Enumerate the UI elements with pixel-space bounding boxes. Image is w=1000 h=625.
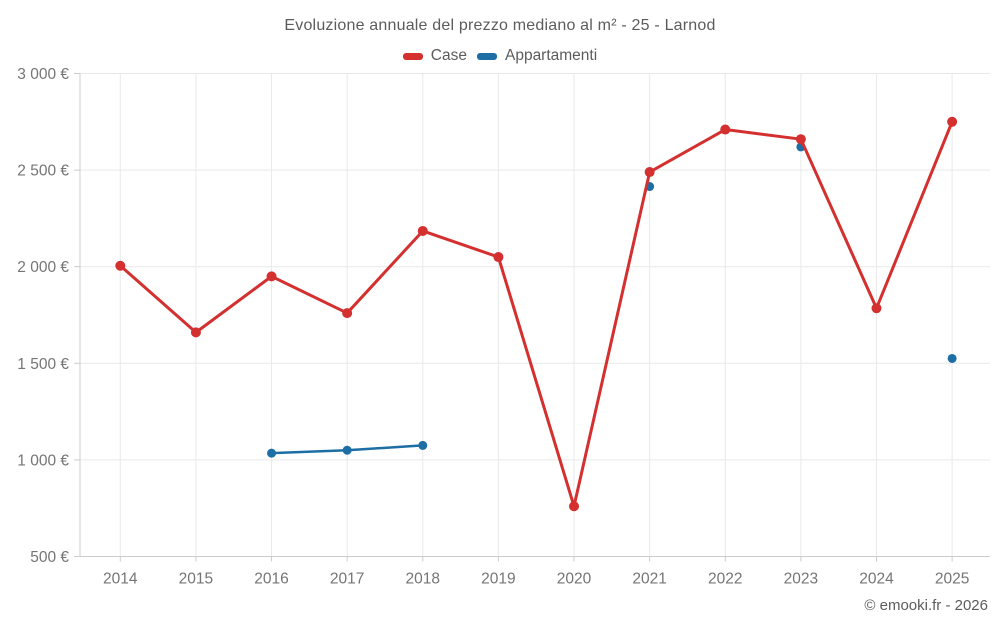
data-point-case-2024[interactable] xyxy=(871,303,882,314)
series-line-case xyxy=(118,120,954,508)
legend-item-case[interactable]: Case xyxy=(402,47,467,65)
x-tick-label: 2017 xyxy=(330,571,364,588)
legend-label-case: Case xyxy=(430,47,467,64)
legend-swatch-case xyxy=(402,52,423,60)
data-point-case-2022[interactable] xyxy=(720,124,731,135)
data-point-case-2023[interactable] xyxy=(795,134,806,145)
data-point-case-2017[interactable] xyxy=(342,308,353,319)
x-tick-label: 2024 xyxy=(859,571,894,588)
x-tick-label: 2016 xyxy=(254,571,288,588)
data-point-case-2021[interactable] xyxy=(644,167,655,178)
copyright-text: © emooki.fr - 2026 xyxy=(864,597,988,614)
y-tick-label: 1 000 € xyxy=(17,452,69,469)
x-tick-label: 2025 xyxy=(935,571,969,588)
data-point-case-2019[interactable] xyxy=(493,252,504,263)
chart-legend: Case Appartamenti xyxy=(0,47,1000,65)
y-tick-label: 500 € xyxy=(30,549,69,566)
legend-item-appartamenti[interactable]: Appartamenti xyxy=(476,47,598,65)
data-point-case-2020[interactable] xyxy=(569,501,580,512)
x-tick-label: 2022 xyxy=(708,571,742,588)
y-tick-label: 3 000 € xyxy=(17,66,69,83)
x-tick-label: 2020 xyxy=(557,571,592,588)
x-tick-label: 2023 xyxy=(784,571,818,588)
data-point-case-2014[interactable] xyxy=(115,260,126,271)
x-tick-label: 2015 xyxy=(179,571,213,588)
data-point-case-2016[interactable] xyxy=(266,271,277,282)
y-tick-label: 2 000 € xyxy=(17,259,69,276)
chart-title: Evoluzione annuale del prezzo mediano al… xyxy=(284,17,716,34)
x-tick-label: 2018 xyxy=(406,571,440,588)
data-point-case-2015[interactable] xyxy=(190,327,201,338)
data-point-case-2025[interactable] xyxy=(947,116,958,127)
data-point-appartamenti-2017[interactable] xyxy=(342,445,352,455)
x-tick-label: 2019 xyxy=(481,571,515,588)
data-point-appartamenti-2025[interactable] xyxy=(947,353,957,363)
x-tick-label: 2014 xyxy=(103,571,138,588)
data-point-appartamenti-2016[interactable] xyxy=(267,448,277,458)
data-point-appartamenti-2018[interactable] xyxy=(418,440,428,450)
legend-swatch-appartamenti xyxy=(476,52,497,60)
x-tick-label: 2021 xyxy=(632,571,666,588)
legend-label-appartamenti: Appartamenti xyxy=(504,47,598,64)
data-point-case-2018[interactable] xyxy=(417,225,428,236)
y-tick-label: 1 500 € xyxy=(17,356,69,373)
y-tick-label: 2 500 € xyxy=(17,163,69,180)
